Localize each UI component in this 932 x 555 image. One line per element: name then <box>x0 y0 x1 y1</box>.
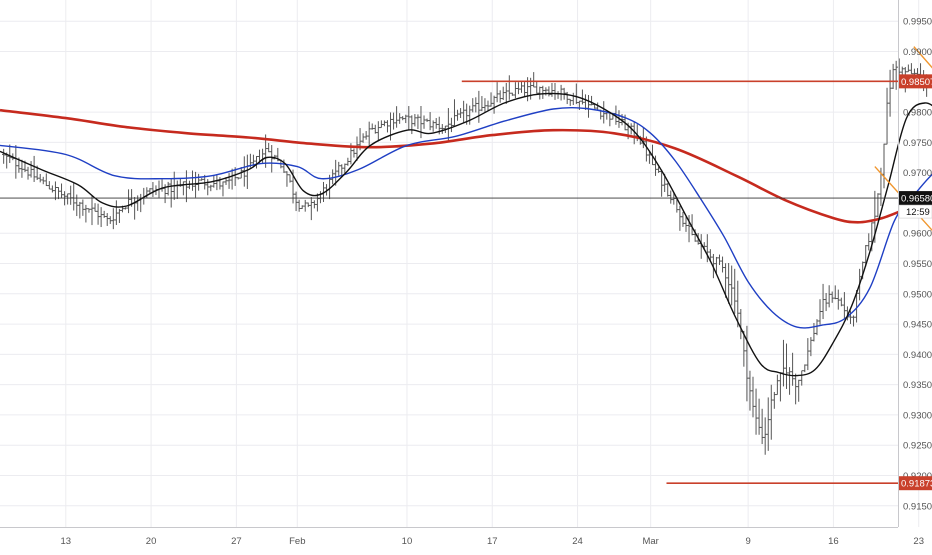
x-tick-label: 13 <box>61 536 72 547</box>
x-tick-label: 17 <box>487 536 498 547</box>
x-tick-label: Mar <box>642 536 658 547</box>
x-tick-label: 9 <box>745 536 750 547</box>
x-tick-label: 27 <box>231 536 242 547</box>
countdown-label: 12:59 <box>906 207 930 218</box>
price-tag-label: 0.98507 <box>901 77 932 88</box>
price-tag-label: 0.91873 <box>901 479 932 490</box>
level-price-tag[interactable]: 0.91873 <box>899 476 932 490</box>
x-tick-label: 24 <box>572 536 583 547</box>
x-tick-label: 10 <box>402 536 413 547</box>
price-tag-label: 0.96580 <box>901 194 932 205</box>
x-tick-label: Feb <box>289 536 305 547</box>
x-tick-label: 23 <box>913 536 924 547</box>
level-price-tag[interactable]: 0.98507 <box>899 74 932 88</box>
x-tick-label: 16 <box>828 536 839 547</box>
current-price-tag[interactable]: 0.96580 12:59 <box>899 191 932 218</box>
x-tick-label: 20 <box>146 536 157 547</box>
